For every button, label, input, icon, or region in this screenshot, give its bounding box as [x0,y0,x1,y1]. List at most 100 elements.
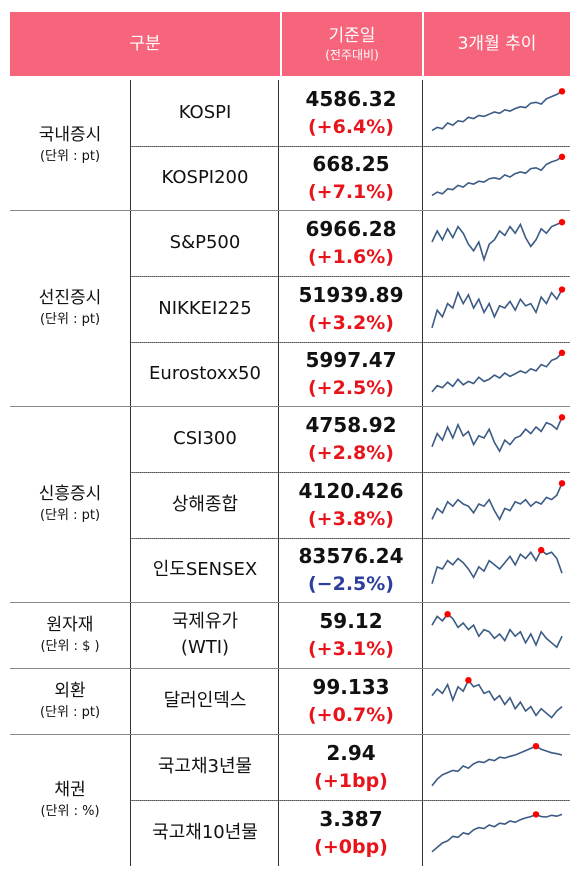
header-base-date-label: 기준일 [328,26,376,46]
index-name: 인도SENSEX [152,559,258,580]
divider-dotted [130,342,570,343]
trend-line [431,352,563,393]
trend-line [431,482,563,522]
trend-sparkline [431,414,566,453]
index-value: 4758.92 [305,413,397,437]
divider-vertical [278,80,279,866]
trend-sparkline [431,811,563,853]
index-name: 달러인덱스 [163,690,247,711]
index-name: 국고채10년물 [152,822,258,843]
trend-high-marker [558,414,566,421]
index-name: NIKKEI225 [158,298,252,319]
index-value: 2.94 [326,741,376,765]
category-developed: 선진증시 (단위 : pt) [10,210,130,406]
trend-line [431,813,563,853]
index-name-cell: 국고채10년물 [132,800,278,866]
index-name: 국제유가 [171,611,239,632]
index-value: 4586.32 [305,87,397,111]
index-change: (+0.7%) [308,704,394,726]
category-domestic: 국내증시 (단위 : pt) [10,80,130,210]
index-name-cell: KOSPI200 [132,146,278,210]
category-bond: 채권 (단위 : %) [10,734,130,866]
trend-line [431,548,563,584]
trend-sparkline [431,88,566,132]
divider-dotted [130,538,570,539]
category-unit: (단위 : pt) [39,312,101,327]
index-value: 83576.24 [298,544,404,568]
trend-high-marker [444,611,451,618]
header-base-date-sub: (전주대비) [325,48,379,62]
divider-dotted [130,800,570,801]
index-value: 59.12 [319,609,383,633]
trend-line [431,678,563,719]
trend-line [431,221,563,263]
index-value: 4120.426 [298,479,404,503]
index-change: (+3.8%) [308,508,394,530]
divider-horizontal [10,210,570,211]
divider-dotted [130,472,570,473]
divider-vertical [130,80,131,866]
index-name: KOSPI [178,102,232,123]
index-name-cell: 국제유가 (WTI) [132,602,278,668]
trend-sparkline [431,153,566,197]
header-trend-label: 3개월 추이 [457,34,537,54]
index-name-cell: NIKKEI225 [132,276,278,342]
trend-high-marker [558,286,566,293]
divider-horizontal [10,734,570,735]
divider-horizontal [10,406,570,407]
index-value: 5997.47 [305,348,397,372]
index-change: (+3.1%) [308,638,394,660]
category-commodity: 원자재 (단위 : $ ) [10,602,130,668]
trend-high-marker [558,349,566,357]
category-fx: 외환 (단위 : pt) [10,668,130,734]
category-unit: (단위 : pt) [39,705,101,720]
trend-high-marker [532,743,540,750]
index-value: 51939.89 [298,283,404,307]
index-value: 668.25 [312,152,390,176]
trend-high-marker [558,480,566,487]
trend-high-marker [558,153,566,161]
index-name-cell: S&P500 [132,210,278,276]
index-value-cell: 59.12 (+3.1%) [280,602,422,668]
trend-high-marker [538,546,545,554]
divider-horizontal [10,602,570,603]
divider-vertical [422,80,423,866]
index-name-cell: Eurostoxx50 [132,342,278,406]
header-trend: 3개월 추이 [424,12,570,76]
trend-sparkline [431,286,566,329]
index-value-cell: 83576.24 (−2.5%) [280,538,422,602]
trend-high-marker [558,88,566,95]
trend-high-marker [558,219,566,226]
index-name: CSI300 [173,428,237,449]
category-name: 외환 [54,681,86,701]
category-name: 선진증시 [38,288,102,308]
index-name-cell: CSI300 [132,406,278,472]
trend-line [431,289,563,329]
index-change: (+0bp) [314,836,388,858]
divider-dotted [130,146,570,147]
trend-sparkline [431,219,566,263]
index-change: (+2.8%) [308,442,394,464]
index-value-cell: 668.25 (+7.1%) [280,146,422,210]
trend-sparkline [431,611,563,649]
trend-sparkline [431,677,563,719]
index-name-cell: 상해종합 [132,472,278,538]
category-unit: (단위 : $ ) [40,639,100,654]
category-name: 원자재 [46,615,94,635]
trend-high-marker [532,811,540,818]
index-name-cell: 달러인덱스 [132,668,278,734]
index-value-cell: 2.94 (+1bp) [280,734,422,800]
index-value: 3.387 [319,807,383,831]
index-name: 상해종합 [171,494,239,515]
category-unit: (단위 : %) [40,804,100,819]
index-name: S&P500 [169,232,241,253]
category-unit: (단위 : pt) [39,508,101,523]
trend-line [431,613,563,649]
index-name-cell: 인도SENSEX [132,538,278,602]
index-name-cell: KOSPI [132,80,278,146]
index-value-cell: 4120.426 (+3.8%) [280,472,422,538]
index-name: Eurostoxx50 [149,363,261,384]
trend-sparkline [431,349,566,393]
category-unit: (단위 : pt) [39,149,101,164]
header-category: 구분 [10,12,280,76]
